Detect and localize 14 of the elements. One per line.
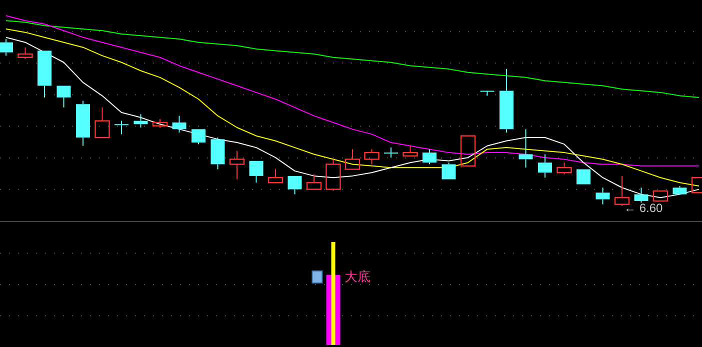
candlestick (114, 120, 128, 135)
candlestick (0, 38, 13, 56)
candlestick (500, 68, 514, 134)
annotation: 大底 (344, 270, 370, 285)
candlestick (518, 128, 533, 168)
candlestick (538, 154, 552, 178)
candlestick (364, 148, 380, 165)
candlestick (229, 150, 245, 180)
candlestick (134, 114, 148, 128)
annotation: ← 6.60 (624, 201, 664, 215)
candlestick (76, 100, 90, 146)
candlestick (172, 115, 186, 134)
candlestick (596, 187, 610, 205)
candlestick (422, 148, 436, 165)
